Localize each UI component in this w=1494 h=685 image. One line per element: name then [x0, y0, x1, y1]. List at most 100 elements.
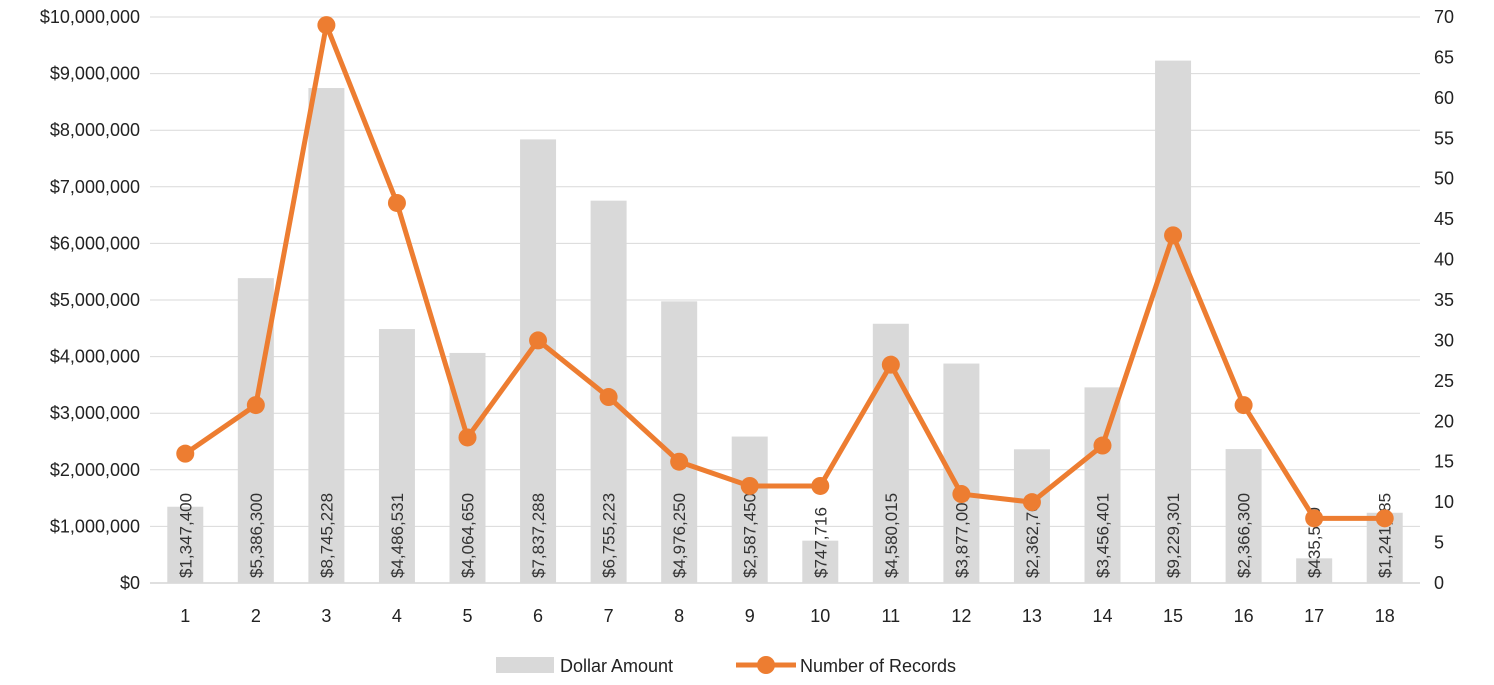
bar — [1225, 449, 1262, 583]
gridlines — [150, 16, 1420, 584]
line-point — [1234, 396, 1253, 415]
bar — [1296, 558, 1333, 583]
bar-data-label: $3,877,001 — [952, 493, 971, 578]
right-axis-tick-label: 60 — [1434, 88, 1454, 108]
left-axis-tick-label: $3,000,000 — [50, 403, 140, 423]
left-axis-tick-label: $8,000,000 — [50, 120, 140, 140]
line-point — [458, 428, 477, 447]
bar-data-labels: $1,347,400 $5,386,300 $8,745,228 $4,486,531… — [176, 493, 1394, 578]
x-axis-tick-label: 14 — [1092, 606, 1112, 626]
bar — [167, 506, 204, 583]
x-axis-tick-label: 2 — [251, 606, 261, 626]
right-axis-tick-label: 30 — [1434, 330, 1454, 350]
bar — [731, 436, 768, 583]
bar-data-label: $4,976,250 — [670, 493, 689, 578]
bar-data-label: $6,755,223 — [600, 493, 619, 578]
bar-data-label: $2,362,700 — [1023, 493, 1042, 578]
x-axis-ticks: 1 2 3 4 5 6 7 8 9 10 11 12 13 14 15 16 17 18 — [180, 606, 1394, 626]
x-axis-tick-label: 17 — [1304, 606, 1324, 626]
right-axis-tick-label: 40 — [1434, 250, 1454, 270]
x-axis-tick-label: 18 — [1375, 606, 1395, 626]
bar-data-label: $8,745,228 — [317, 493, 336, 578]
x-axis-tick-label: 3 — [321, 606, 331, 626]
right-axis-tick-label: 5 — [1434, 533, 1444, 553]
bar-series-dollar-amount — [167, 60, 1403, 584]
line-point — [811, 476, 830, 495]
bar-data-label: $4,580,015 — [882, 493, 901, 578]
legend-label-number-of-records: Number of Records — [800, 656, 956, 676]
bar — [1155, 60, 1192, 583]
bar-data-label: $1,347,400 — [176, 493, 195, 578]
right-axis-tick-label: 25 — [1434, 371, 1454, 391]
left-axis-tick-label: $10,000,000 — [40, 7, 140, 27]
bar — [1013, 449, 1050, 583]
right-axis-tick-label: 15 — [1434, 452, 1454, 472]
legend-swatch-marker — [757, 656, 775, 674]
line-point — [881, 355, 900, 374]
right-axis-tick-label: 50 — [1434, 169, 1454, 189]
bar-data-label: $7,837,288 — [529, 493, 548, 578]
line-point — [670, 452, 689, 471]
left-axis-tick-label: $6,000,000 — [50, 233, 140, 253]
legend: Dollar Amount Number of Records — [496, 656, 956, 676]
line-point — [1164, 226, 1183, 245]
line-point — [599, 388, 618, 407]
x-axis-tick-label: 6 — [533, 606, 543, 626]
left-axis-tick-label: $0 — [120, 573, 140, 593]
left-axis-tick-label: $4,000,000 — [50, 347, 140, 367]
line-series-number-of-records — [176, 16, 1394, 528]
bar-data-label: $9,229,301 — [1164, 493, 1183, 578]
line-point — [529, 331, 548, 350]
x-axis-tick-label: 12 — [951, 606, 971, 626]
bar — [378, 329, 415, 583]
x-axis-tick-label: 15 — [1163, 606, 1183, 626]
bar-data-label: $3,456,401 — [1094, 493, 1113, 578]
series-line — [183, 22, 1385, 521]
bar-data-label: $4,064,650 — [459, 493, 478, 578]
legend-label-dollar-amount: Dollar Amount — [560, 656, 673, 676]
right-axis-tick-label: 35 — [1434, 290, 1454, 310]
left-axis-tick-label: $9,000,000 — [50, 64, 140, 84]
line-point — [1305, 509, 1324, 528]
right-axis-tick-label: 65 — [1434, 47, 1454, 67]
left-axis-tick-label: $2,000,000 — [50, 460, 140, 480]
right-axis-tick-label: 20 — [1434, 411, 1454, 431]
bar-data-label: $2,366,300 — [1235, 493, 1254, 578]
line-point — [1022, 493, 1041, 512]
left-axis-tick-label: $5,000,000 — [50, 290, 140, 310]
left-axis-ticks: $0 $1,000,000 $2,000,000 $3,000,000 $4,000,0… — [40, 7, 140, 593]
x-axis-tick-label: 16 — [1234, 606, 1254, 626]
bar-data-label: $747,716 — [811, 507, 830, 578]
bar-data-label: $2,587,450 — [741, 493, 760, 578]
line-point — [1093, 436, 1112, 455]
x-axis-tick-label: 10 — [810, 606, 830, 626]
x-axis-tick-label: 1 — [180, 606, 190, 626]
x-axis-tick-label: 11 — [881, 606, 900, 626]
line-point — [246, 396, 265, 415]
legend-swatch-dollar-amount — [496, 657, 554, 673]
right-axis-tick-label: 0 — [1434, 573, 1444, 593]
left-axis-tick-label: $7,000,000 — [50, 177, 140, 197]
bar-data-label: $5,386,300 — [247, 493, 266, 578]
left-axis-tick-label: $1,000,000 — [50, 516, 140, 536]
x-axis-tick-label: 8 — [674, 606, 684, 626]
right-axis-tick-label: 55 — [1434, 128, 1454, 148]
line-point — [317, 16, 336, 35]
line-point — [740, 476, 759, 495]
right-axis-tick-label: 70 — [1434, 7, 1454, 27]
bar-data-label: $4,486,531 — [388, 493, 407, 578]
line-point — [1375, 509, 1394, 528]
bar — [308, 88, 345, 584]
right-axis-ticks: 0 5 10 15 20 25 30 35 40 45 50 55 60 65 70 — [1434, 7, 1454, 593]
x-axis-tick-label: 5 — [462, 606, 472, 626]
bar — [802, 540, 839, 583]
bar — [520, 139, 557, 584]
line-point — [387, 193, 406, 212]
line-point — [176, 444, 195, 463]
bar — [661, 301, 698, 583]
right-axis-tick-label: 10 — [1434, 492, 1454, 512]
x-axis-tick-label: 4 — [392, 606, 402, 626]
bar-data-label: $1,241,085 — [1376, 493, 1395, 578]
